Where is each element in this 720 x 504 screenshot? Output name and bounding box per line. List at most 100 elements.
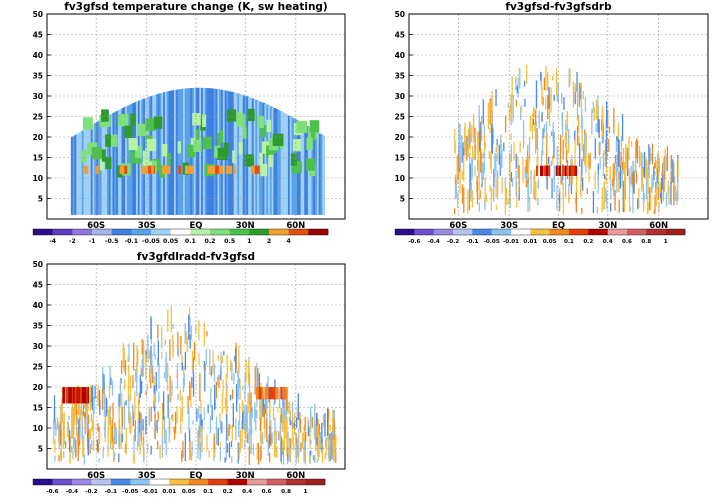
- colorbar-swatch: [52, 479, 73, 485]
- colorbar-swatch: [627, 229, 647, 235]
- field-cell: [610, 180, 612, 200]
- field-cell: [479, 122, 481, 151]
- field-cell: [149, 365, 151, 382]
- field-cell: [247, 431, 249, 444]
- field-cell: [238, 420, 240, 438]
- field-cell: [156, 420, 158, 431]
- field-cell: [525, 173, 527, 180]
- field-cell: [262, 102, 266, 215]
- field-cell: [581, 177, 584, 191]
- field-cell: [289, 410, 292, 420]
- field-cell: [276, 387, 279, 400]
- field-cell: [275, 430, 277, 444]
- field-cell: [587, 152, 589, 168]
- field-cell: [246, 409, 249, 434]
- field-cell: [143, 439, 145, 463]
- field-cell: [274, 387, 277, 400]
- field-cell: [117, 114, 129, 127]
- colorbar-label: -0.1: [105, 489, 117, 495]
- field-cell: [455, 183, 457, 199]
- field-cell: [86, 411, 88, 423]
- field-cell: [328, 439, 331, 447]
- field-cell: [282, 454, 285, 465]
- field-cell: [581, 207, 583, 214]
- field-cell: [478, 192, 481, 201]
- field-cell: [306, 158, 315, 171]
- field-cell: [183, 88, 186, 215]
- field-cell: [201, 425, 203, 445]
- field-cell: [481, 168, 483, 184]
- field-cell: [148, 96, 152, 215]
- field-cell: [309, 120, 320, 133]
- field-cell: [529, 197, 531, 211]
- field-cell: [228, 91, 231, 215]
- field-cell: [174, 426, 176, 440]
- colorbar-frame: [394, 228, 686, 236]
- field-cell: [561, 112, 563, 127]
- field-cell: [334, 451, 336, 462]
- field-cell: [646, 168, 649, 186]
- field-cell: [135, 145, 143, 159]
- field-cell: [315, 430, 317, 452]
- field-cell: [509, 155, 511, 184]
- field-cell: [639, 152, 641, 166]
- field-cell: [280, 387, 283, 400]
- field-cell: [306, 137, 313, 151]
- field-cell: [142, 418, 144, 431]
- field-cell: [334, 424, 336, 441]
- field-cell: [224, 457, 226, 463]
- field-cell: [99, 158, 104, 171]
- field-cell: [76, 415, 78, 425]
- field-cell: [116, 110, 119, 215]
- field-cell: [325, 446, 327, 456]
- field-cell: [586, 187, 589, 194]
- field-cell: [128, 394, 130, 424]
- colorbar-frame: [32, 478, 326, 486]
- field-cell: [157, 324, 159, 339]
- field-cell: [269, 452, 271, 463]
- field-cell: [585, 138, 587, 167]
- field-cell: [626, 148, 629, 176]
- field-cell: [74, 400, 76, 426]
- field-cell: [74, 134, 78, 215]
- field-cell: [609, 166, 611, 182]
- field-cell: [577, 114, 580, 133]
- field-cell: [324, 453, 326, 460]
- field-cell: [257, 443, 260, 465]
- field-cell: [273, 430, 276, 458]
- field-cell: [150, 445, 152, 455]
- field-cell: [193, 342, 196, 361]
- colorbar-label: 0.01: [523, 239, 537, 245]
- colorbar-label: -0.2: [447, 239, 459, 245]
- field-cell: [291, 421, 293, 427]
- field-cell: [613, 171, 615, 197]
- field-cell: [260, 124, 267, 138]
- field-cell: [562, 182, 564, 198]
- field-cell: [268, 387, 271, 400]
- field-cell: [533, 173, 535, 199]
- field-cell: [67, 421, 69, 438]
- field-cell: [489, 127, 491, 134]
- field-cell: [606, 130, 608, 158]
- field-cell: [532, 118, 535, 125]
- field-cell: [581, 116, 583, 132]
- field-cell: [98, 390, 101, 409]
- field-cell: [643, 151, 646, 173]
- colorbar-swatch: [646, 229, 666, 235]
- field-cell: [677, 177, 679, 201]
- colorbar-label: 0.8: [281, 489, 291, 495]
- field-cell: [310, 450, 312, 456]
- field-cell: [289, 416, 291, 426]
- field-cell: [244, 373, 246, 394]
- field-cell: [137, 123, 147, 136]
- field-cell: [88, 429, 90, 444]
- field-cell: [206, 434, 208, 451]
- field-cell: [259, 152, 263, 166]
- field-cell: [63, 434, 66, 439]
- colorbar-swatch: [305, 479, 326, 485]
- field-cell: [54, 439, 56, 453]
- field-cell: [183, 374, 186, 386]
- colorbar-swatch: [530, 229, 550, 235]
- field-cell: [530, 169, 532, 194]
- field-cell: [237, 442, 239, 464]
